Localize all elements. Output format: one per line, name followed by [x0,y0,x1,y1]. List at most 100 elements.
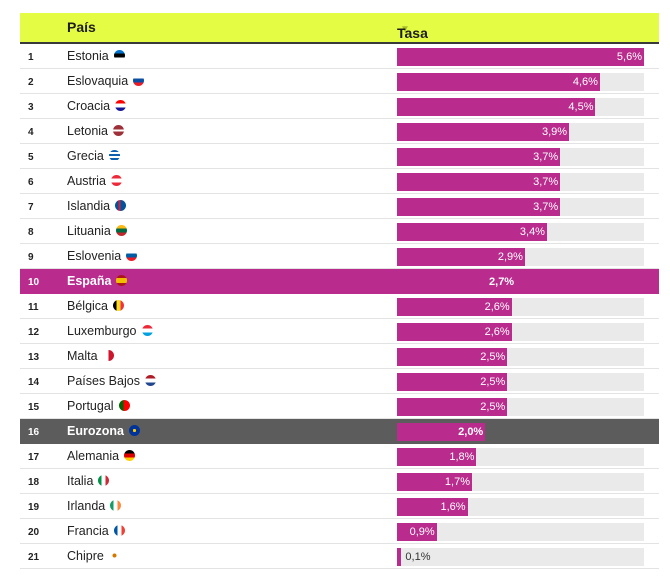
table-row: 15 Portugal 2,5% [20,394,659,419]
rank-number: 19 [28,502,40,513]
flag-icon [113,125,125,136]
bar-track: 3,9% [397,123,644,141]
value-label: 2,5% [480,401,506,413]
country-label: Italia [67,474,94,488]
country-column-header[interactable]: País [67,19,96,35]
table-row: 20 Francia 0,9% [20,519,659,544]
country-label: Lituania [67,224,111,238]
flag-icon [115,200,127,211]
value-label: 4,5% [568,101,594,113]
flag-icon [110,500,122,511]
country-name: Luxemburgo [67,324,153,338]
bar-fill [397,373,508,391]
rank-number: 20 [28,527,40,538]
country-label: Croacia [67,99,111,113]
table-row: 4 Letonia 3,9% [20,119,659,144]
rank-number: 8 [28,227,34,238]
country-name: Alemania [67,449,136,463]
value-label: 2,5% [480,351,506,363]
flag-icon [98,475,110,486]
country-name: Italia [67,474,110,488]
rank-number: 6 [28,177,34,188]
rank-number: 11 [28,302,39,313]
table-row: 13 Malta 2,5% [20,344,659,369]
bar-track: 2,0% [397,423,644,441]
value-label: 4,6% [572,76,598,88]
country-label: Grecia [67,149,104,163]
flag-icon [124,450,136,461]
country-name: Países Bajos [67,374,156,388]
bar-track: 2,5% [397,373,644,391]
table-row: 21 Chipre 0,1% [20,544,659,569]
country-name: Bélgica [67,299,124,313]
rank-number: 1 [28,52,34,63]
rank-number: 2 [28,77,34,88]
bar-track: 2,5% [397,348,644,366]
table-row: 9 Eslovenia 2,9% [20,244,659,269]
bar-fill [397,523,437,541]
table-row: 3 Croacia 4,5% [20,94,659,119]
value-label: 2,6% [484,326,510,338]
bar-fill [397,248,525,266]
bar-fill [397,398,508,416]
table-body: 1 Estonia 5,6% 2 Eslovaquia 4,6% 3 Croacia 4,5% 4… [20,44,659,569]
flag-icon [113,300,124,311]
value-label: 0,9% [409,526,435,538]
rank-number: 4 [28,127,34,138]
table-row: 6 Austria 3,7% [20,169,659,194]
bar-fill [397,173,561,191]
bar-fill [397,498,468,516]
country-label: España [67,274,112,288]
country-label: Austria [67,174,106,188]
bar-track: 2,6% [397,323,644,341]
bar-track: 2,9% [397,248,644,266]
rank-number: 17 [28,452,40,463]
country-label: Luxemburgo [67,324,137,338]
flag-icon [126,250,138,261]
table-row: 12 Luxemburgo 2,6% [20,319,659,344]
bar-fill [397,73,600,91]
bar-fill [397,198,561,216]
flag-icon [102,350,114,361]
flag-icon [108,150,120,161]
flag-icon [110,175,122,186]
bar-fill [397,473,472,491]
bar-fill [397,148,561,166]
rate-column-header[interactable]: Tasa inflación (%)▼ [397,19,455,73]
country-label: Francia [67,524,109,538]
table-row: 2 Eslovaquia 4,6% [20,69,659,94]
rank-number: 14 [28,377,40,388]
value-label: 0,1% [405,551,431,563]
flag-icon [108,550,120,561]
bar-fill [397,123,570,141]
value-label: 3,7% [533,201,559,213]
bar-fill [397,323,512,341]
sort-desc-icon[interactable]: ▼ [400,24,410,35]
country-name: Malta [67,349,114,363]
bar-fill [397,298,512,316]
table-row: 5 Grecia 3,7% [20,144,659,169]
table-row: 19 Irlanda 1,6% [20,494,659,519]
bar-track: 4,6% [397,73,644,91]
flag-icon [128,425,140,436]
bar-track: 2,7% [397,273,644,291]
bar-fill [397,48,644,66]
bar-track: 0,1% [397,548,644,566]
rank-number: 21 [28,552,40,563]
country-label: Islandia [67,199,111,213]
bar-track: 1,7% [397,473,644,491]
table-row: 18 Italia 1,7% [20,469,659,494]
rank-number: 10 [28,277,40,288]
bar-track: 2,5% [397,398,644,416]
inflation-table: País Tasa inflación (%)▼ 1 Estonia 5,6% 2 Es… [20,13,659,569]
country-name: Estonia [67,49,125,63]
bar-fill [397,273,517,291]
table-row: 11 Bélgica 2,6% [20,294,659,319]
bar-track: 1,8% [397,448,644,466]
bar-fill [397,348,508,366]
flag-icon [115,100,127,111]
country-name: Eslovenia [67,249,138,263]
country-label: Eslovaquia [67,74,129,88]
country-label: Portugal [67,399,114,413]
value-label: 3,7% [533,176,559,188]
